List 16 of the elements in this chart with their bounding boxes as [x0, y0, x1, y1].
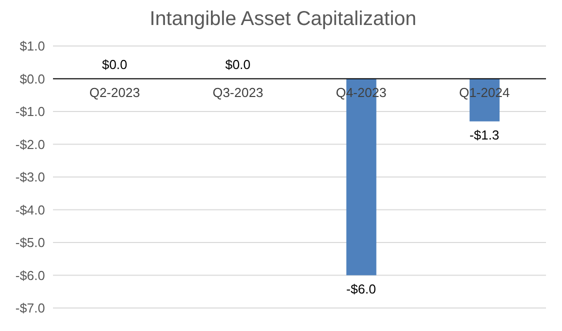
y-tick-label: -$7.0: [15, 300, 45, 316]
y-tick-label: $0.0: [20, 71, 45, 86]
data-label: $0.0: [225, 56, 251, 72]
y-tick-label: -$3.0: [15, 170, 45, 185]
y-tick-label: -$5.0: [15, 235, 45, 250]
data-label: $0.0: [102, 56, 128, 72]
y-tick-label: $1.0: [20, 38, 45, 54]
x-tick-label: Q2-2023: [89, 84, 140, 100]
data-label: -$6.0: [346, 281, 376, 296]
y-tick-label: -$2.0: [15, 136, 45, 152]
y-tick-label: -$1.0: [15, 104, 45, 120]
chart-title: Intangible Asset Capitalization: [148, 8, 418, 32]
y-tick-label: -$4.0: [15, 202, 45, 218]
x-tick-label: Q3-2023: [212, 84, 264, 100]
y-tick-label: -$6.0: [15, 268, 45, 283]
data-label: -$1.3: [470, 127, 500, 142]
